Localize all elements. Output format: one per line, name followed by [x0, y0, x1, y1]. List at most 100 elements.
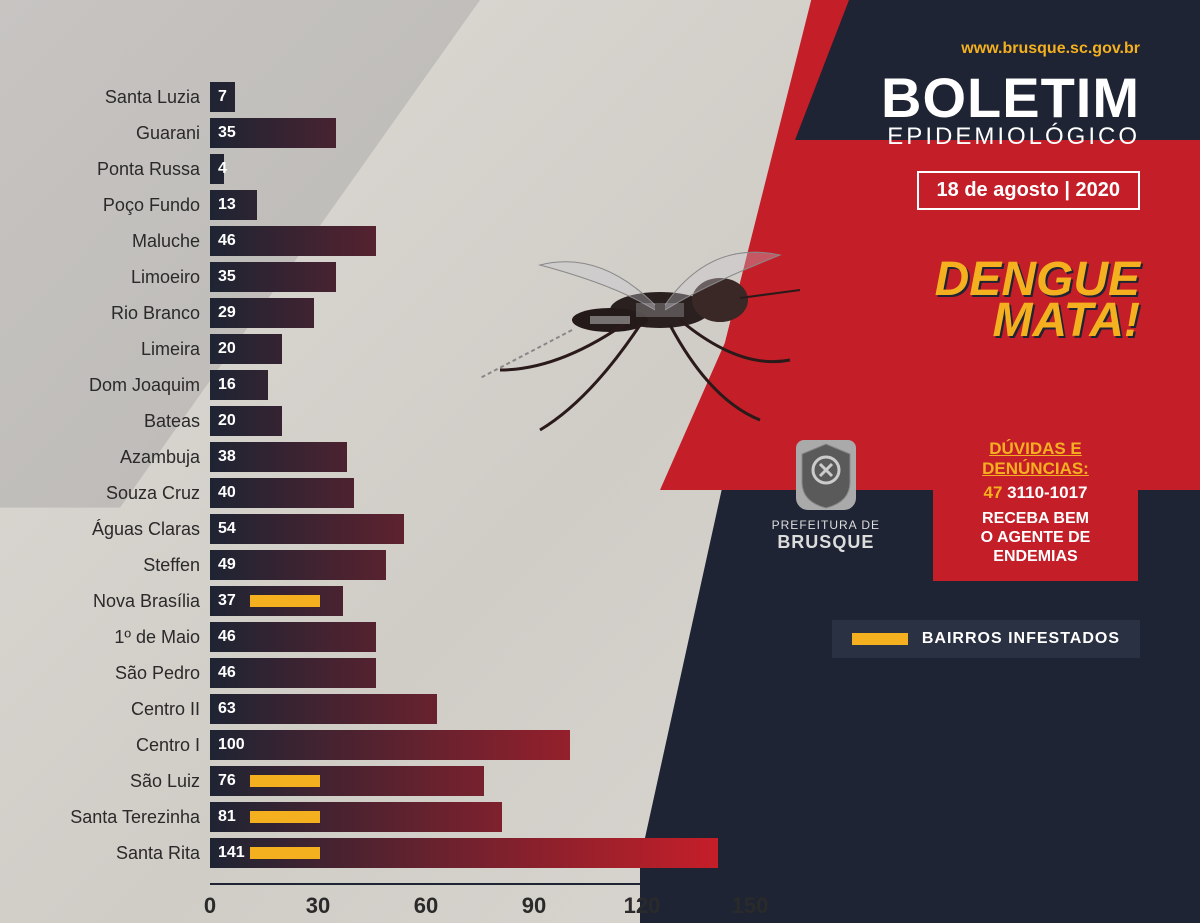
bar-fill: 63	[210, 694, 437, 724]
prefeitura-logo-icon	[796, 440, 856, 510]
bar-label: Águas Claras	[50, 519, 210, 540]
bar-fill: 141	[210, 838, 718, 868]
bar-value: 29	[210, 304, 236, 322]
bar-value: 13	[210, 196, 236, 214]
bar-value: 20	[210, 340, 236, 358]
bar-track: 20	[210, 406, 750, 436]
info-phone: 47 3110-1017	[945, 483, 1126, 503]
legend-swatch	[852, 633, 908, 645]
bar-row: Santa Terezinha81	[50, 800, 750, 834]
bar-track: 100	[210, 730, 750, 760]
x-tick: 150	[732, 885, 769, 919]
bar-track: 63	[210, 694, 750, 724]
bar-fill: 40	[210, 478, 354, 508]
bar-row: Dom Joaquim16	[50, 368, 750, 402]
bar-row: São Pedro46	[50, 656, 750, 690]
bar-row: Maluche46	[50, 224, 750, 258]
bar-label: Limoeiro	[50, 267, 210, 288]
bar-row: 1º de Maio46	[50, 620, 750, 654]
x-tick: 0	[204, 885, 216, 919]
bar-track: 38	[210, 442, 750, 472]
bar-value: 35	[210, 124, 236, 142]
bar-value: 81	[210, 808, 236, 826]
bar-value: 100	[210, 736, 245, 754]
bar-row: Centro I100	[50, 728, 750, 762]
bar-fill: 49	[210, 550, 386, 580]
bar-row: Santa Rita141	[50, 836, 750, 870]
bar-fill: 20	[210, 406, 282, 436]
bar-value: 38	[210, 448, 236, 466]
bar-value: 7	[210, 88, 227, 106]
phone-number: 3110-1017	[1007, 483, 1087, 502]
bar-label: Maluche	[50, 231, 210, 252]
bar-fill: 46	[210, 226, 376, 256]
bar-track: 29	[210, 298, 750, 328]
bar-fill: 35	[210, 118, 336, 148]
bar-fill: 46	[210, 658, 376, 688]
bar-track: 16	[210, 370, 750, 400]
bar-track: 81	[210, 802, 750, 832]
bar-label: Santa Terezinha	[50, 807, 210, 828]
bar-label: Souza Cruz	[50, 483, 210, 504]
bar-label: 1º de Maio	[50, 627, 210, 648]
bar-fill: 46	[210, 622, 376, 652]
bar-fill: 16	[210, 370, 268, 400]
bar-value: 63	[210, 700, 236, 718]
bar-value: 54	[210, 520, 236, 538]
bar-chart: Santa Luzia7Guarani35Ponta Russa4Poço Fu…	[50, 80, 750, 880]
bar-track: 20	[210, 334, 750, 364]
bar-track: 37	[210, 586, 750, 616]
infested-marker	[250, 595, 320, 607]
bar-value: 4	[210, 160, 227, 178]
bar-row: Águas Claras54	[50, 512, 750, 546]
bar-track: 13	[210, 190, 750, 220]
bar-label: Centro II	[50, 699, 210, 720]
bar-row: Nova Brasília37	[50, 584, 750, 618]
bar-row: Bateas20	[50, 404, 750, 438]
dengue-line2: MATA!	[935, 301, 1140, 342]
phone-prefix: 47	[983, 483, 1002, 502]
bar-fill: 7	[210, 82, 235, 112]
bar-fill: 20	[210, 334, 282, 364]
bar-fill: 100	[210, 730, 570, 760]
bar-track: 40	[210, 478, 750, 508]
bar-track: 76	[210, 766, 750, 796]
info-text-2: O AGENTE DE	[945, 528, 1126, 547]
bar-label: Poço Fundo	[50, 195, 210, 216]
bar-value: 76	[210, 772, 236, 790]
bar-row: São Luiz76	[50, 764, 750, 798]
bar-row: Guarani35	[50, 116, 750, 150]
legend: BAIRROS INFESTADOS	[832, 620, 1140, 658]
bar-label: Limeira	[50, 339, 210, 360]
bar-value: 46	[210, 664, 236, 682]
bar-row: Limeira20	[50, 332, 750, 366]
bar-label: Santa Rita	[50, 843, 210, 864]
info-text-3: ENDEMIAS	[945, 547, 1126, 566]
bar-row: Ponta Russa4	[50, 152, 750, 186]
bar-track: 7	[210, 82, 750, 112]
bar-row: Poço Fundo13	[50, 188, 750, 222]
bar-track: 4	[210, 154, 750, 184]
bar-track: 35	[210, 262, 750, 292]
bar-label: Azambuja	[50, 447, 210, 468]
info-box: DÚVIDAS E DENÚNCIAS: 47 3110-1017 RECEBA…	[933, 425, 1138, 581]
dengue-callout: DENGUE MATA!	[935, 260, 1140, 342]
bar-value: 46	[210, 628, 236, 646]
bar-fill: 76	[210, 766, 484, 796]
bar-value: 49	[210, 556, 236, 574]
bar-label: Bateas	[50, 411, 210, 432]
bar-value: 35	[210, 268, 236, 286]
x-tick: 60	[414, 885, 438, 919]
infested-marker	[250, 811, 320, 823]
bar-label: Nova Brasília	[50, 591, 210, 612]
prefeitura-city: BRUSQUE	[772, 532, 880, 553]
bar-row: Rio Branco29	[50, 296, 750, 330]
bar-label: Steffen	[50, 555, 210, 576]
bar-track: 46	[210, 226, 750, 256]
bar-fill: 81	[210, 802, 502, 832]
prefeitura-label: PREFEITURA DE	[772, 518, 880, 532]
infested-marker	[250, 775, 320, 787]
bar-track: 35	[210, 118, 750, 148]
bar-label: Guarani	[50, 123, 210, 144]
bar-track: 49	[210, 550, 750, 580]
